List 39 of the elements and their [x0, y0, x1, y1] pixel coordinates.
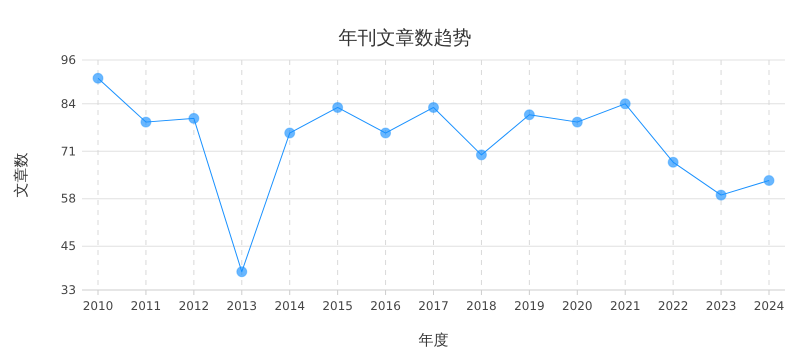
x-tick-label: 2011 — [130, 299, 162, 313]
point — [524, 109, 535, 120]
x-tick-label: 2024 — [754, 299, 784, 313]
x-tick-label: 2020 — [562, 299, 593, 313]
x-tick-label: 2021 — [610, 299, 640, 313]
point — [716, 190, 727, 201]
y-tick-label: 96 — [60, 53, 76, 67]
x-tick-label: 2017 — [418, 299, 449, 313]
x-tick-label: 2014 — [274, 299, 305, 313]
point — [92, 72, 104, 84]
point — [188, 112, 200, 124]
y-tick-label: 45 — [60, 239, 76, 254]
x-tick-label: 2023 — [706, 299, 736, 313]
chart-title: 年刊文章数趋势 — [338, 27, 472, 49]
y-tick-label: 84 — [60, 96, 76, 111]
y-tick-label: 58 — [60, 192, 76, 206]
point — [620, 98, 631, 110]
x-tick-label: 2013 — [226, 299, 258, 313]
point — [476, 149, 487, 160]
point — [572, 116, 583, 128]
point — [236, 266, 248, 278]
x-tick-label: 2016 — [370, 299, 401, 313]
point — [668, 156, 679, 168]
x-tick-label: 2015 — [322, 299, 353, 313]
y-tick-label: 71 — [60, 144, 76, 158]
x-tick-label: 2010 — [82, 299, 114, 313]
x-tick-label: 2012 — [178, 299, 210, 313]
y-tick-label: 33 — [60, 283, 76, 297]
point — [332, 102, 344, 113]
point — [140, 116, 152, 128]
point — [428, 102, 439, 113]
point — [380, 128, 392, 139]
x-tick-label: 2019 — [514, 299, 545, 313]
x-axis-title: 年度 — [418, 331, 448, 349]
y-axis-title: 文章数 — [12, 152, 30, 198]
point — [764, 174, 774, 186]
x-tick-label: 2018 — [466, 299, 497, 313]
point — [284, 128, 296, 139]
x-tick-label: 2022 — [658, 299, 688, 313]
